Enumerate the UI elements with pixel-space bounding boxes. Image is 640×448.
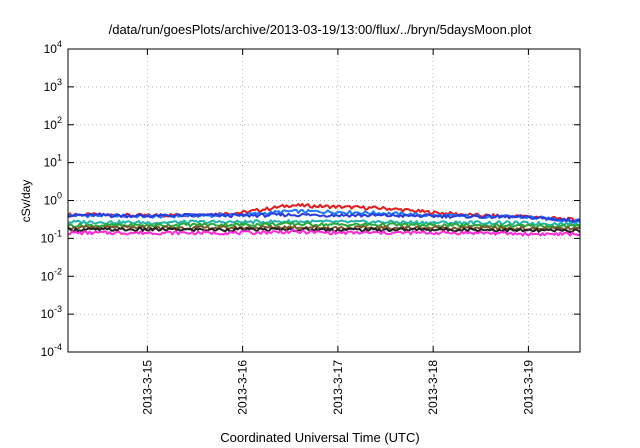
series-line [67, 221, 581, 229]
y-tick-label: 104 [44, 39, 62, 56]
chart-title: /data/run/goesPlots/archive/2013-03-19/1… [108, 22, 532, 37]
x-tick-label: 2013-3-18 [426, 360, 440, 415]
y-tick-label: 10-1 [41, 228, 62, 245]
series-line [67, 212, 581, 224]
x-tick-label: 2013-3-19 [521, 360, 535, 415]
x-tick-label: 2013-3-15 [140, 360, 154, 415]
series-line [67, 227, 581, 234]
grid [68, 49, 580, 352]
axis-ticks: 104 103 102 101 100 10-1 10-2 10-3 10-4 2013-3-15… [41, 39, 580, 415]
y-tick-label: 10-3 [41, 304, 62, 321]
y-axis-label: cSv/day [19, 180, 33, 223]
x-axis-label: Coordinated Universal Time (UTC) [220, 430, 420, 445]
x-tick-label: 2013-3-16 [236, 360, 250, 415]
y-tick-label: 10-2 [41, 266, 62, 283]
y-tick-label: 100 [44, 191, 62, 208]
series-line [67, 229, 581, 237]
x-tick-label: 2013-3-17 [331, 360, 345, 415]
y-tick-label: 103 [44, 77, 62, 94]
y-tick-label: 10-4 [41, 342, 62, 359]
y-tick-label: 102 [44, 115, 62, 132]
y-tick-label: 101 [44, 153, 62, 170]
series-lines [67, 203, 581, 237]
